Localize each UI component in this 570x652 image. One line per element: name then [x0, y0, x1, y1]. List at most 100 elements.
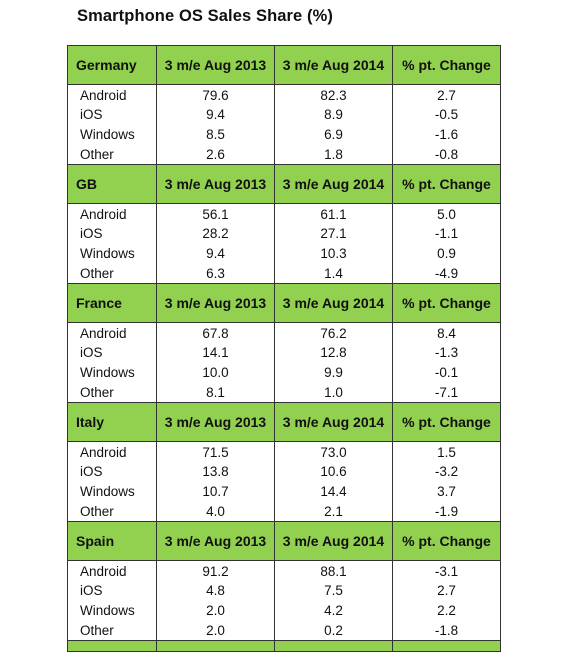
value-cell: 1.4 — [274, 263, 393, 284]
table-row: Other 2.6 1.8 -0.8 — [67, 144, 501, 165]
table-row: Other 2.0 0.2 -1.8 — [67, 620, 501, 641]
table-row: Android 91.2 88.1 -3.1 — [67, 560, 501, 581]
country-label: France — [67, 283, 157, 323]
value-cell: 76.2 — [274, 322, 393, 343]
column-header: 3 m/e Aug 2013 — [156, 164, 275, 204]
value-cell: -0.8 — [392, 144, 501, 165]
os-label: Android — [67, 560, 157, 581]
value-cell: 10.7 — [156, 481, 275, 502]
value-cell: 12.8 — [274, 342, 393, 363]
os-label: Other — [67, 382, 157, 403]
os-label: Android — [67, 84, 157, 105]
column-header: 3 m/e Aug 2014 — [274, 402, 393, 442]
value-cell: 73.0 — [274, 441, 393, 462]
value-cell: 10.3 — [274, 243, 393, 264]
os-label: Other — [67, 263, 157, 284]
value-cell: 91.2 — [156, 560, 275, 581]
column-header: 3 m/e Aug 2014 — [274, 45, 393, 85]
value-cell: 8.4 — [392, 322, 501, 343]
value-cell: -1.3 — [392, 342, 501, 363]
value-cell: -7.1 — [392, 382, 501, 403]
value-cell: 2.1 — [274, 501, 393, 522]
os-label: Other — [67, 144, 157, 165]
table-row: iOS 14.1 12.8 -1.3 — [67, 342, 501, 363]
table-row: iOS 4.8 7.5 2.7 — [67, 580, 501, 601]
header-cell — [156, 640, 275, 652]
value-cell: 8.9 — [274, 104, 393, 125]
value-cell: 14.1 — [156, 342, 275, 363]
value-cell: 2.6 — [156, 144, 275, 165]
value-cell: 4.0 — [156, 501, 275, 522]
value-cell: 14.4 — [274, 481, 393, 502]
os-label: Android — [67, 322, 157, 343]
os-label: Windows — [67, 243, 157, 264]
value-cell: 8.1 — [156, 382, 275, 403]
country-label: Spain — [67, 521, 157, 561]
column-header: 3 m/e Aug 2014 — [274, 521, 393, 561]
value-cell: -0.5 — [392, 104, 501, 125]
value-cell: -1.9 — [392, 501, 501, 522]
value-cell: 88.1 — [274, 560, 393, 581]
value-cell: -3.1 — [392, 560, 501, 581]
value-cell: -1.6 — [392, 124, 501, 145]
table-row: Other 6.3 1.4 -4.9 — [67, 263, 501, 284]
value-cell: 9.9 — [274, 362, 393, 383]
value-cell: 61.1 — [274, 203, 393, 224]
column-header: 3 m/e Aug 2014 — [274, 164, 393, 204]
value-cell: 13.8 — [156, 461, 275, 482]
value-cell: 4.2 — [274, 600, 393, 621]
value-cell: 82.3 — [274, 84, 393, 105]
table-row: Android 71.5 73.0 1.5 — [67, 441, 501, 462]
table-row: Windows 10.7 14.4 3.7 — [67, 481, 501, 502]
value-cell: 9.4 — [156, 243, 275, 264]
group-header-row: France 3 m/e Aug 2013 3 m/e Aug 2014% pt. … — [67, 283, 501, 323]
os-label: iOS — [67, 461, 157, 482]
os-sales-share-table: Germany 3 m/e Aug 2013 3 m/e Aug 2014% pt.… — [67, 45, 501, 652]
value-cell: 2.0 — [156, 620, 275, 641]
table-row: iOS 9.4 8.9 -0.5 — [67, 104, 501, 125]
value-cell: 2.7 — [392, 84, 501, 105]
value-cell: 79.6 — [156, 84, 275, 105]
value-cell: -4.9 — [392, 263, 501, 284]
value-cell: 9.4 — [156, 104, 275, 125]
value-cell: 4.8 — [156, 580, 275, 601]
header-cell — [67, 640, 157, 652]
column-header: 3 m/e Aug 2013 — [156, 402, 275, 442]
value-cell: 7.5 — [274, 580, 393, 601]
column-header: % pt. Change — [392, 402, 501, 442]
table-row: Windows 2.0 4.2 2.2 — [67, 600, 501, 621]
header-cell — [274, 640, 393, 652]
value-cell: -0.1 — [392, 362, 501, 383]
os-label: Other — [67, 620, 157, 641]
table-row: Android 79.6 82.3 2.7 — [67, 84, 501, 105]
table-row: Android 67.8 76.2 8.4 — [67, 322, 501, 343]
table-body: Germany 3 m/e Aug 2013 3 m/e Aug 2014% pt.… — [67, 45, 501, 652]
table-row: Windows 10.0 9.9 -0.1 — [67, 362, 501, 383]
os-label: Windows — [67, 362, 157, 383]
chart-title: Smartphone OS Sales Share (%) — [77, 7, 333, 25]
value-cell: 0.2 — [274, 620, 393, 641]
column-header: 3 m/e Aug 2013 — [156, 45, 275, 85]
country-label: Italy — [67, 402, 157, 442]
value-cell: -3.2 — [392, 461, 501, 482]
value-cell: 6.3 — [156, 263, 275, 284]
value-cell: 71.5 — [156, 441, 275, 462]
value-cell: 1.0 — [274, 382, 393, 403]
value-cell: 1.5 — [392, 441, 501, 462]
column-header: % pt. Change — [392, 45, 501, 85]
value-cell: 2.2 — [392, 600, 501, 621]
group-header-row: Italy 3 m/e Aug 2013 3 m/e Aug 2014% pt. C… — [67, 402, 501, 442]
next-group-header-row — [67, 640, 501, 652]
value-cell: 0.9 — [392, 243, 501, 264]
column-header: 3 m/e Aug 2013 — [156, 521, 275, 561]
value-cell: 8.5 — [156, 124, 275, 145]
table-row: iOS 13.8 10.6 -3.2 — [67, 461, 501, 482]
value-cell: 67.8 — [156, 322, 275, 343]
country-label: GB — [67, 164, 157, 204]
country-label: Germany — [67, 45, 157, 85]
group-header-row: Germany 3 m/e Aug 2013 3 m/e Aug 2014% pt.… — [67, 45, 501, 85]
table-row: Windows 9.4 10.3 0.9 — [67, 243, 501, 264]
value-cell: 6.9 — [274, 124, 393, 145]
value-cell: 5.0 — [392, 203, 501, 224]
os-label: iOS — [67, 580, 157, 601]
